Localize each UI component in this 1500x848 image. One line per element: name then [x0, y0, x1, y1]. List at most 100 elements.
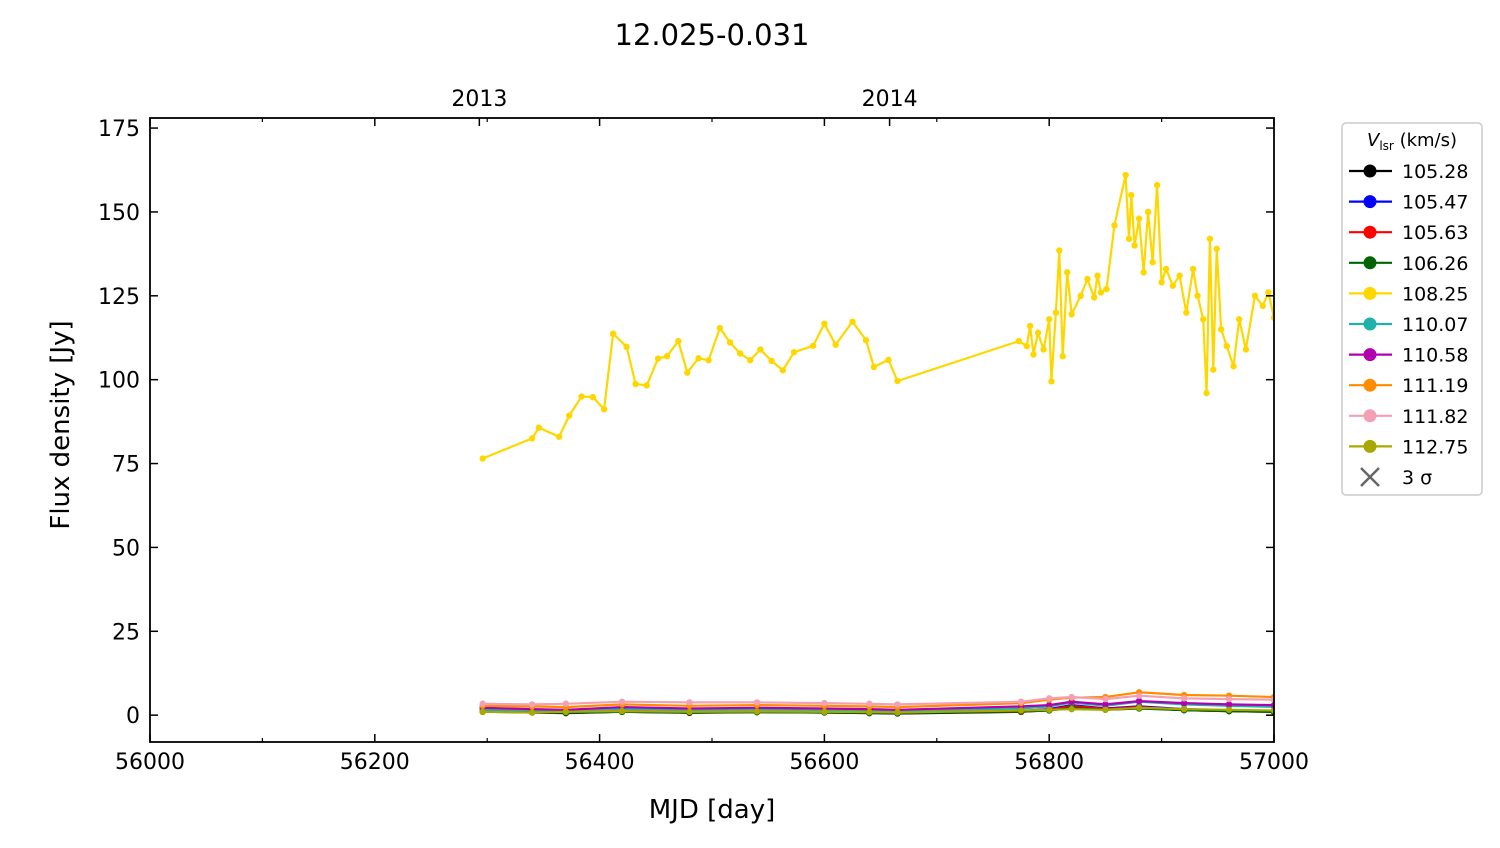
data-point	[1135, 697, 1143, 705]
legend-item: 110.07	[1349, 314, 1468, 336]
legend-item: 108.25	[1349, 283, 1468, 305]
data-point	[1048, 378, 1055, 385]
data-point	[1102, 695, 1109, 703]
data-point	[1180, 699, 1188, 707]
x-tick-label: 56000	[115, 750, 185, 775]
data-point	[1128, 191, 1135, 199]
data-point	[1063, 269, 1071, 276]
data-point	[885, 356, 892, 364]
data-point	[1103, 285, 1110, 293]
data-point	[528, 701, 536, 708]
data-point	[1210, 366, 1217, 373]
series-112.75	[479, 704, 1274, 716]
data-point	[1225, 695, 1233, 703]
data-point	[1102, 706, 1109, 713]
data-point	[1122, 171, 1129, 179]
data-point	[562, 700, 570, 707]
legend-label: 3 σ	[1402, 467, 1432, 489]
legend-item-sigma: 3 σ	[1360, 467, 1432, 489]
data-point	[821, 699, 828, 707]
legend-label: 112.75	[1402, 436, 1468, 458]
data-point	[736, 350, 744, 357]
data-point	[894, 377, 901, 385]
data-point	[1102, 701, 1109, 708]
x-axis-label: MJD [day]	[649, 795, 776, 825]
y-tick-label: 100	[98, 369, 140, 394]
legend-label: 106.26	[1402, 253, 1468, 275]
data-point	[1135, 692, 1143, 699]
data-point	[894, 709, 901, 716]
legend-swatch-marker	[1363, 439, 1377, 453]
series-111.82	[479, 692, 1274, 708]
data-point	[1225, 706, 1233, 713]
data-point	[705, 357, 712, 364]
data-point	[1135, 704, 1143, 711]
data-point	[566, 412, 573, 419]
series-108.25	[479, 171, 1274, 462]
legend-item: 110.58	[1349, 345, 1468, 367]
data-point	[618, 707, 626, 715]
series-line	[482, 174, 1274, 460]
data-point	[753, 699, 761, 706]
data-point	[654, 355, 662, 362]
data-point	[528, 709, 536, 716]
data-point	[1023, 342, 1030, 350]
data-point	[1251, 292, 1259, 300]
data-point	[1046, 695, 1053, 702]
legend-label: 111.19	[1402, 375, 1468, 397]
legend-item: 112.75	[1349, 436, 1468, 458]
year-tick-label: 2013	[451, 87, 507, 112]
data-point	[618, 698, 626, 705]
data-point	[1144, 208, 1152, 216]
data-point	[1149, 259, 1156, 266]
legend-label: 108.25	[1402, 283, 1468, 305]
x-tick-label: 56200	[340, 750, 410, 775]
data-point	[1026, 322, 1034, 330]
data-point	[1017, 698, 1025, 705]
legend-label: 111.82	[1402, 406, 1468, 428]
data-point	[1046, 316, 1053, 323]
data-point	[1131, 242, 1138, 249]
data-point	[1225, 701, 1233, 708]
legend-label: 105.47	[1402, 192, 1468, 214]
data-point	[684, 369, 691, 376]
data-point	[753, 708, 761, 715]
data-point	[1180, 705, 1188, 713]
data-point	[675, 337, 682, 345]
data-point	[779, 367, 787, 374]
data-point	[832, 341, 839, 348]
data-point	[686, 708, 693, 716]
data-point	[1217, 326, 1225, 333]
data-point	[866, 708, 873, 716]
data-point	[643, 382, 651, 389]
legend-label: 105.63	[1402, 222, 1468, 244]
data-point	[790, 348, 798, 356]
legend: Vlsr (km/s) 105.28 105.47 105.63 106.26 108.2…	[1341, 122, 1483, 496]
data-point	[555, 433, 563, 440]
data-point	[1235, 316, 1243, 323]
data-point	[1068, 705, 1075, 713]
data-point	[686, 699, 693, 706]
chart-title: 12.025-0.031	[615, 18, 810, 52]
y-tick-label: 125	[98, 285, 140, 310]
data-point	[479, 700, 486, 707]
data-point	[1068, 311, 1075, 318]
data-point	[632, 380, 639, 388]
data-point	[1213, 245, 1220, 253]
data-point	[589, 393, 597, 401]
y-tick-label: 50	[112, 536, 140, 561]
data-point	[1125, 235, 1133, 242]
data-point	[1068, 693, 1075, 701]
data-point	[1223, 342, 1230, 350]
axis-layer: 56000 56200 56400 56600 56800 57000 0 25 50 75 100…	[98, 87, 1309, 775]
data-point	[1259, 302, 1266, 310]
data-point	[1094, 272, 1101, 279]
data-point	[1265, 289, 1272, 296]
legend-item: 106.26	[1349, 253, 1468, 275]
data-point	[1206, 235, 1214, 242]
data-point	[1090, 294, 1098, 301]
x-tick-label: 56800	[1014, 750, 1084, 775]
x-tick-label: 57000	[1239, 750, 1309, 775]
